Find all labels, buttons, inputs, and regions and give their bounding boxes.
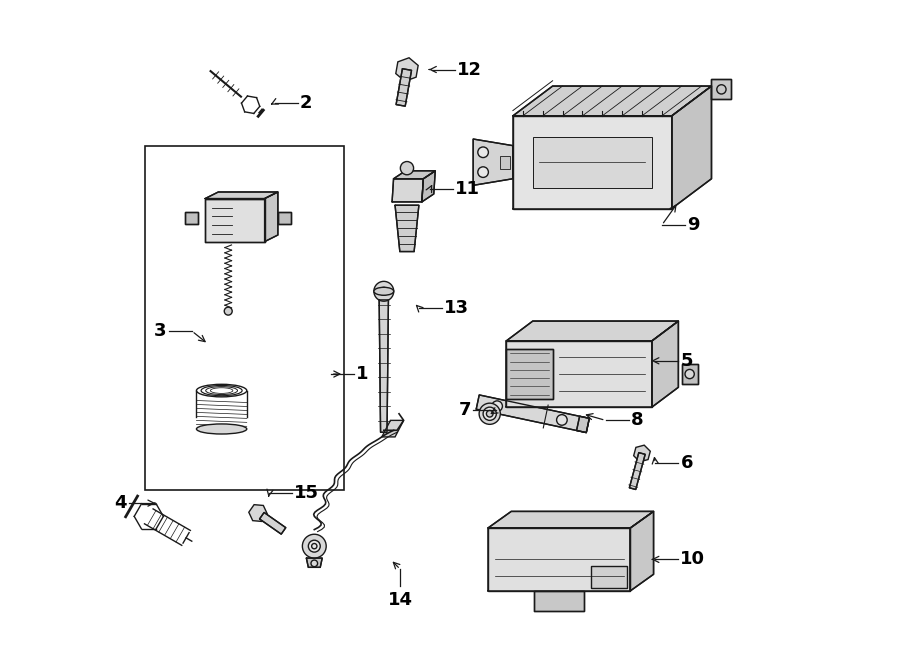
Text: 14: 14 [388,591,413,609]
Text: 1: 1 [356,365,368,383]
Circle shape [685,369,694,379]
Polygon shape [422,171,436,202]
Polygon shape [473,139,513,185]
Polygon shape [652,321,679,407]
Bar [533,137,652,188]
Text: 7: 7 [459,401,472,420]
Circle shape [311,560,318,567]
Polygon shape [507,321,679,341]
Polygon shape [488,528,630,591]
Polygon shape [488,511,653,528]
Polygon shape [393,171,436,179]
Circle shape [483,407,496,420]
Polygon shape [507,341,652,407]
Polygon shape [671,86,712,209]
Polygon shape [278,212,291,224]
Polygon shape [259,512,286,534]
Text: 8: 8 [631,411,644,430]
Text: 2: 2 [300,93,312,112]
Polygon shape [248,504,267,522]
Polygon shape [507,350,553,399]
Circle shape [478,147,489,158]
Polygon shape [513,116,671,209]
Text: 11: 11 [455,179,481,198]
Polygon shape [392,179,423,202]
Text: 12: 12 [457,60,482,79]
Polygon shape [590,566,627,588]
Ellipse shape [374,287,393,295]
Text: 9: 9 [687,216,699,234]
Polygon shape [630,511,653,591]
Polygon shape [681,364,698,384]
Circle shape [478,167,489,177]
Polygon shape [205,199,265,242]
Polygon shape [382,420,404,437]
Polygon shape [535,591,584,610]
Polygon shape [513,86,712,116]
Text: 3: 3 [154,322,166,340]
Polygon shape [712,79,732,99]
Text: 5: 5 [680,352,693,370]
Text: 6: 6 [680,454,693,473]
Circle shape [486,410,493,417]
Text: 15: 15 [294,484,320,502]
Text: 10: 10 [680,550,706,569]
Circle shape [479,403,500,424]
Polygon shape [634,445,651,462]
Text: 13: 13 [444,299,469,317]
Polygon shape [185,212,198,224]
Polygon shape [205,192,278,199]
Text: 4: 4 [114,494,127,512]
Bar [500,156,509,169]
Polygon shape [476,395,590,432]
Circle shape [374,281,393,301]
Circle shape [302,534,326,558]
Circle shape [309,540,320,552]
Ellipse shape [196,424,247,434]
Circle shape [491,401,502,412]
Polygon shape [306,558,322,567]
Polygon shape [265,192,278,242]
Polygon shape [396,69,411,106]
Bar [146,146,344,490]
Polygon shape [396,58,418,81]
Polygon shape [577,416,590,432]
Polygon shape [395,205,419,252]
Circle shape [556,414,567,425]
Polygon shape [629,453,645,489]
Circle shape [400,162,414,175]
Circle shape [224,307,232,315]
Polygon shape [379,300,389,432]
